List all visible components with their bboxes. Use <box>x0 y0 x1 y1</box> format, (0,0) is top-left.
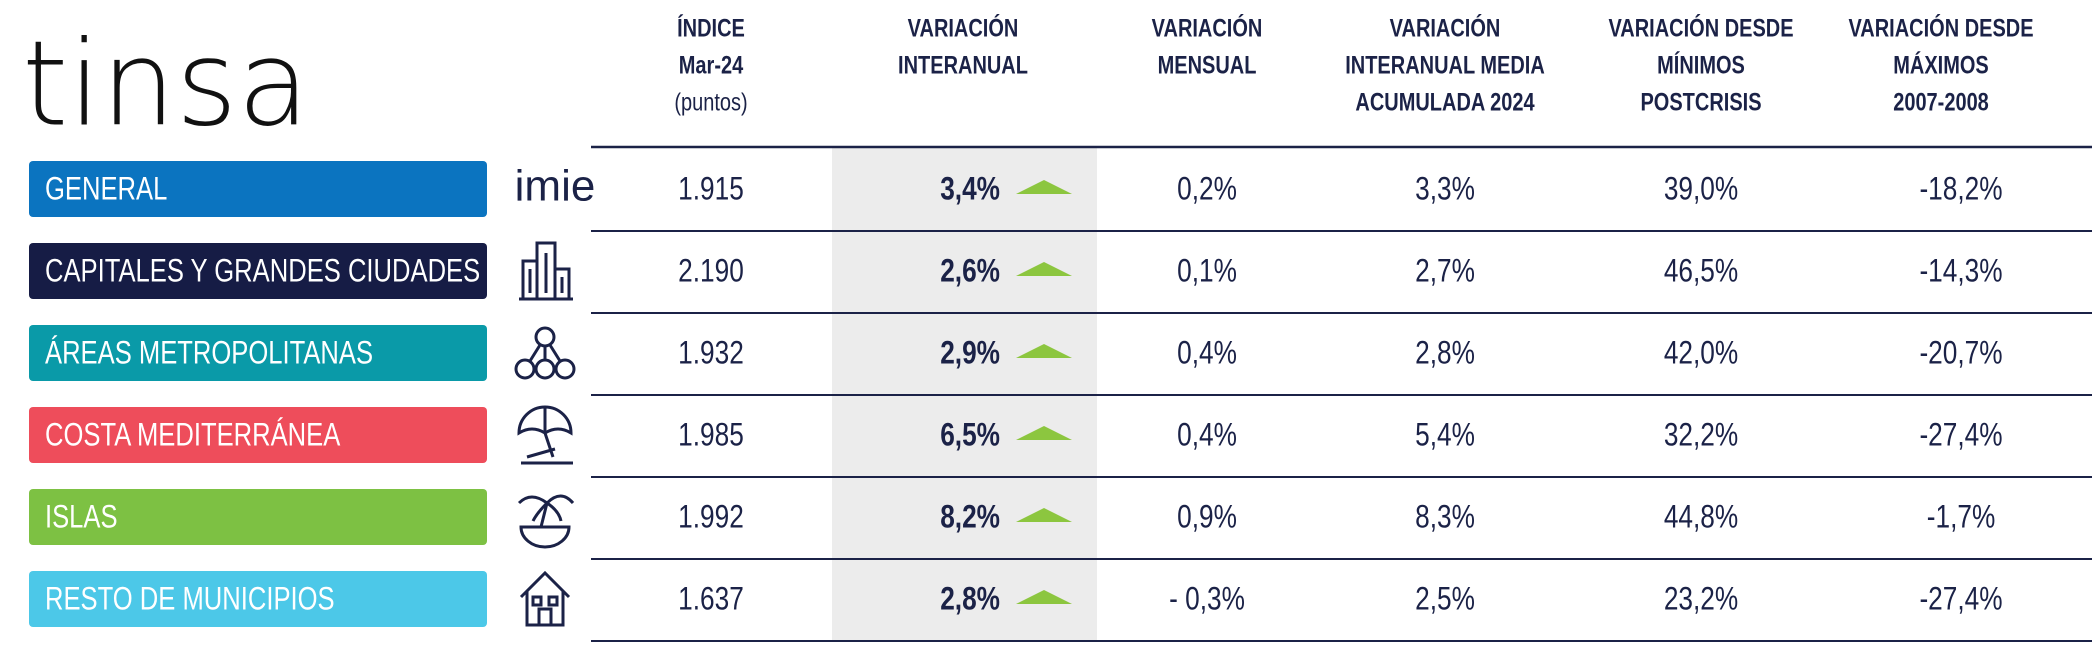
column-header: VARIACIÓN DESDE <box>1608 15 1793 43</box>
cell-value: - 0,3% <box>1169 582 1245 617</box>
column-header: MENSUAL <box>1158 52 1257 80</box>
icon-buildings <box>519 241 573 301</box>
trend-up-arrow <box>1016 180 1072 194</box>
cell-value: 0,9% <box>1177 500 1237 535</box>
cell-value-highlight: 8,2% <box>940 500 1000 535</box>
column-header: INTERANUAL MEDIA <box>1345 52 1545 80</box>
cell-value: 42,0% <box>1664 336 1738 371</box>
cell-value: -27,4% <box>1919 582 2002 617</box>
row-icon: imie <box>515 162 596 211</box>
column-header: INTERANUAL <box>898 52 1028 80</box>
icon-house <box>519 570 571 627</box>
trend-up-arrow <box>1016 508 1072 522</box>
cell-value: 44,8% <box>1664 500 1738 535</box>
row-label-box <box>29 489 487 545</box>
column-header: MÍNIMOS <box>1657 52 1745 80</box>
row-label: COSTA MEDITERRÁNEA <box>45 417 341 453</box>
cell-value: 1.932 <box>678 336 744 371</box>
logo: tinsa <box>22 14 310 152</box>
cell-value: -27,4% <box>1919 418 2002 453</box>
cell-value: 0,4% <box>1177 336 1237 371</box>
row-label: ISLAS <box>45 500 118 535</box>
row-label: CAPITALES Y GRANDES CIUDADES <box>45 254 480 289</box>
row-label: RESTO DE MUNICIPIOS <box>45 582 335 617</box>
row-label: ÁREAS METROPOLITANAS <box>45 335 373 371</box>
cell-value: -20,7% <box>1919 336 2002 371</box>
trend-up-arrow <box>1016 262 1072 276</box>
row-icon <box>519 241 573 301</box>
icon-node <box>534 358 556 380</box>
row-icon <box>517 494 575 549</box>
column-header: (puntos) <box>674 89 747 117</box>
cell-value: 0,4% <box>1177 418 1237 453</box>
row-icon <box>514 326 576 380</box>
brand-logo: imie <box>515 162 596 211</box>
icon-node <box>554 358 576 380</box>
row-label-box <box>29 243 487 299</box>
highlight-column <box>832 147 1097 640</box>
cell-value: 0,1% <box>1177 254 1237 289</box>
column-header: MÁXIMOS <box>1893 52 1989 80</box>
trend-up-arrow <box>1016 344 1072 358</box>
row-label-box <box>29 407 487 463</box>
cell-value: 1.985 <box>678 418 744 453</box>
cell-value-highlight: 2,8% <box>940 582 1000 617</box>
row-label-box <box>29 325 487 381</box>
row-label: GENERAL <box>45 172 167 207</box>
column-header: 2007-2008 <box>1893 89 1989 117</box>
row-icon <box>517 405 573 465</box>
row-label-box <box>29 161 487 217</box>
cell-value-highlight: 3,4% <box>940 172 1000 207</box>
icon-node <box>514 358 536 380</box>
row-icon <box>519 570 571 627</box>
cell-value: -14,3% <box>1919 254 2002 289</box>
cell-value-highlight: 6,5% <box>940 418 1000 453</box>
cell-value: 5,4% <box>1415 418 1475 453</box>
cell-value-highlight: 2,9% <box>940 336 1000 371</box>
cell-value: 8,3% <box>1415 500 1475 535</box>
column-header: ACUMULADA 2024 <box>1355 89 1535 117</box>
cell-value: 23,2% <box>1664 582 1738 617</box>
trend-up-arrow <box>1016 590 1072 604</box>
icon-links <box>528 344 562 362</box>
cell-value: 46,5% <box>1664 254 1738 289</box>
cell-value: -1,7% <box>1927 500 1996 535</box>
cell-value-highlight: 2,6% <box>940 254 1000 289</box>
column-header: ÍNDICE <box>677 15 745 43</box>
cell-value: 3,3% <box>1415 172 1475 207</box>
cell-value: 0,2% <box>1177 172 1237 207</box>
cell-value: 2,7% <box>1415 254 1475 289</box>
row-label-box <box>29 571 487 627</box>
column-header: VARIACIÓN <box>1152 15 1263 43</box>
cell-value: 39,0% <box>1664 172 1738 207</box>
column-header: VARIACIÓN <box>1390 15 1501 43</box>
cell-value: -18,2% <box>1919 172 2002 207</box>
cell-value: 2.190 <box>678 254 744 289</box>
cell-value: 1.915 <box>678 172 744 207</box>
column-header: VARIACIÓN <box>908 15 1019 43</box>
icon-island <box>517 494 575 549</box>
cell-value: 1.637 <box>678 582 744 617</box>
trend-up-arrow <box>1016 426 1072 440</box>
column-header: POSTCRISIS <box>1640 89 1761 117</box>
column-header: Mar-24 <box>679 52 744 80</box>
column-header: VARIACIÓN DESDE <box>1848 15 2033 43</box>
cell-value: 32,2% <box>1664 418 1738 453</box>
icon-node <box>534 326 556 348</box>
cell-value: 2,5% <box>1415 582 1475 617</box>
cell-value: 2,8% <box>1415 336 1475 371</box>
cell-value: 1.992 <box>678 500 744 535</box>
icon-umbrella <box>517 405 573 465</box>
